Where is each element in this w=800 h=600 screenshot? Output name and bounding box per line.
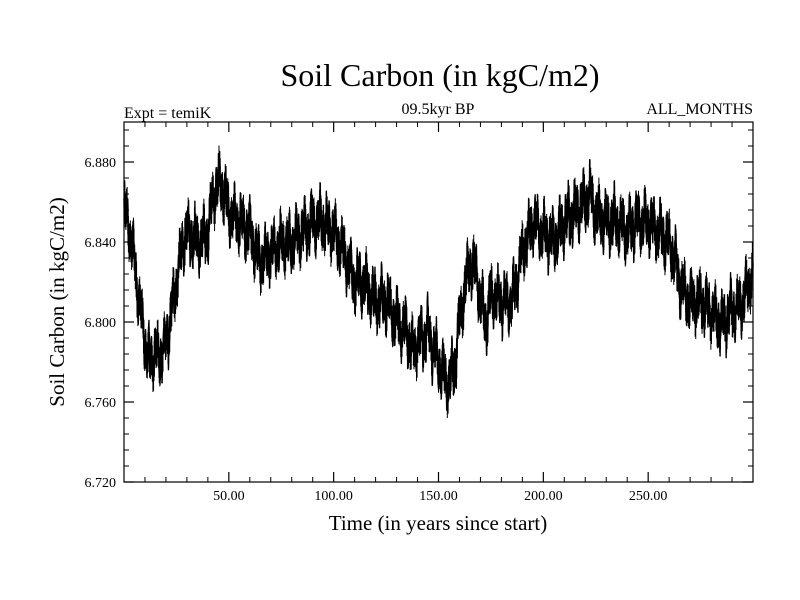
series-layer <box>123 145 754 419</box>
plot-frame <box>123 121 754 483</box>
experiment-label: Expt = temiK <box>124 105 212 122</box>
y-tick-label: 6.800 <box>85 316 117 331</box>
x-tick-label: 150.00 <box>419 489 458 504</box>
x-tick-label: 100.00 <box>314 489 353 504</box>
x-tick-label: 50.00 <box>213 489 245 504</box>
months-label: ALL_MONTHS <box>646 101 753 118</box>
y-tick-label: 6.840 <box>85 236 117 251</box>
data-series-line <box>123 150 754 414</box>
period-label: 09.5kyr BP <box>402 101 475 118</box>
x-axis-title: Time (in years since start) <box>329 511 548 535</box>
x-tick-label: 250.00 <box>629 489 668 504</box>
y-tick-label: 6.760 <box>85 396 117 411</box>
chart-title: Soil Carbon (in kgC/m2) <box>280 57 599 93</box>
x-tick-label: 200.00 <box>524 489 563 504</box>
y-tick-label: 6.720 <box>85 476 117 491</box>
y-tick-label: 6.880 <box>85 156 117 171</box>
y-axis-title: Soil Carbon (in kgC/m2) <box>45 197 69 406</box>
tick-label-layer: 50.00 100.00 150.00 200.00 250.00 6.720 6.760 6… <box>85 156 668 504</box>
